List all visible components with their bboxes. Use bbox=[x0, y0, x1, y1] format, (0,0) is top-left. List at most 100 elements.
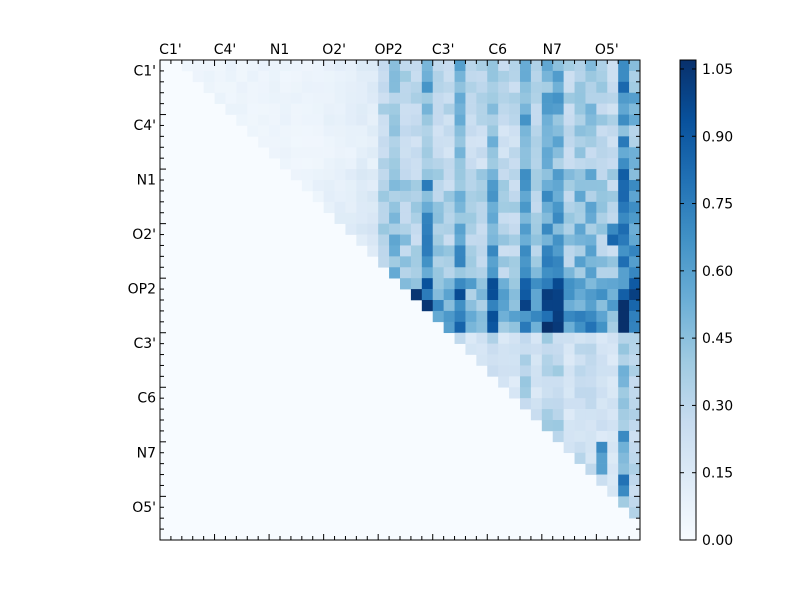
heatmap-cell bbox=[509, 223, 521, 235]
y-tick-label: OP2 bbox=[128, 282, 156, 298]
heatmap-cell bbox=[552, 376, 564, 388]
heatmap-cell bbox=[552, 245, 564, 257]
heatmap-cell bbox=[421, 103, 434, 115]
heatmap-cell bbox=[574, 452, 586, 464]
heatmap-cell bbox=[421, 289, 434, 301]
heatmap-cell bbox=[345, 223, 357, 235]
heatmap-cell bbox=[498, 103, 510, 115]
heatmap-cell bbox=[443, 125, 455, 137]
heatmap-cell bbox=[552, 60, 564, 72]
heatmap-cell bbox=[629, 136, 641, 148]
heatmap-cell bbox=[618, 60, 630, 72]
heatmap-cell bbox=[607, 354, 619, 366]
heatmap-cell bbox=[454, 169, 466, 181]
heatmap-cell bbox=[629, 452, 641, 464]
heatmap-cell bbox=[389, 70, 401, 83]
heatmap-cell bbox=[530, 169, 543, 181]
heatmap-cell bbox=[476, 60, 488, 72]
heatmap-cell bbox=[585, 103, 597, 115]
heatmap-cell bbox=[400, 158, 412, 170]
y-tick-label: C4' bbox=[133, 118, 156, 134]
x-tick-label: C1' bbox=[159, 42, 182, 58]
heatmap-cell bbox=[312, 190, 324, 203]
heatmap-cell bbox=[563, 321, 575, 334]
heatmap-cell bbox=[367, 169, 379, 181]
heatmap-cell bbox=[443, 201, 455, 214]
heatmap-cell bbox=[541, 103, 554, 115]
heatmap-cell bbox=[530, 147, 543, 159]
heatmap-cell bbox=[607, 278, 619, 290]
heatmap-cell bbox=[225, 70, 237, 83]
heatmap-cell bbox=[618, 158, 630, 170]
heatmap-cell bbox=[629, 201, 641, 214]
heatmap-cell bbox=[509, 332, 521, 344]
heatmap-cell bbox=[465, 180, 477, 192]
heatmap-cell bbox=[454, 180, 466, 192]
colorbar-tick-label: 0.75 bbox=[702, 197, 733, 213]
heatmap-cell bbox=[487, 267, 499, 279]
heatmap-cell bbox=[541, 234, 554, 246]
heatmap-cell bbox=[269, 60, 281, 72]
heatmap-cell bbox=[487, 365, 499, 377]
heatmap-cell bbox=[443, 267, 455, 279]
heatmap-cell bbox=[421, 81, 434, 94]
heatmap-cell bbox=[345, 114, 357, 126]
heatmap-cell bbox=[618, 201, 630, 214]
heatmap-cell bbox=[410, 256, 423, 268]
heatmap-cell bbox=[585, 267, 597, 279]
heatmap-cell bbox=[574, 365, 586, 377]
heatmap-cell bbox=[258, 114, 270, 126]
heatmap-cell bbox=[410, 234, 423, 246]
heatmap-cell bbox=[552, 180, 564, 192]
heatmap-cell bbox=[629, 92, 641, 104]
heatmap-cell bbox=[301, 92, 314, 104]
heatmap-cell bbox=[367, 147, 379, 159]
heatmap-cell bbox=[400, 81, 412, 94]
heatmap-cell bbox=[214, 92, 226, 104]
heatmap-cell bbox=[400, 60, 412, 72]
heatmap-cell bbox=[367, 201, 379, 214]
heatmap-cell bbox=[258, 103, 270, 115]
heatmap-cell bbox=[334, 60, 346, 72]
heatmap-cell bbox=[400, 256, 412, 268]
heatmap-cell bbox=[410, 92, 423, 104]
colorbar-tick-label: 0.90 bbox=[702, 129, 733, 145]
heatmap-cell bbox=[596, 376, 608, 388]
heatmap-cell bbox=[389, 103, 401, 115]
heatmap-cell bbox=[334, 180, 346, 192]
heatmap-cell bbox=[541, 267, 554, 279]
heatmap-cell bbox=[629, 332, 641, 344]
heatmap-cell bbox=[476, 212, 488, 224]
heatmap-cell bbox=[410, 201, 423, 214]
heatmap-cell bbox=[389, 201, 401, 214]
heatmap-cell bbox=[618, 212, 630, 224]
heatmap-cell bbox=[629, 245, 641, 257]
heatmap-cell bbox=[541, 278, 554, 290]
heatmap-cell bbox=[509, 289, 521, 301]
heatmap-cell bbox=[443, 92, 455, 104]
heatmap-cell bbox=[487, 92, 499, 104]
heatmap-cell bbox=[530, 234, 543, 246]
heatmap-cell bbox=[487, 212, 499, 224]
y-tick-label: C6 bbox=[137, 391, 156, 407]
heatmap-cell bbox=[563, 169, 575, 181]
heatmap-cell bbox=[432, 92, 444, 104]
heatmap-cell bbox=[509, 147, 521, 159]
heatmap-cell bbox=[618, 147, 630, 159]
heatmap-cell bbox=[629, 60, 641, 72]
heatmap-cell bbox=[465, 158, 477, 170]
heatmap-cell bbox=[585, 343, 597, 355]
heatmap-cell bbox=[410, 125, 423, 137]
heatmap-cell bbox=[203, 60, 215, 72]
heatmap-cell bbox=[541, 147, 554, 159]
heatmap-cell bbox=[585, 354, 597, 366]
heatmap-cell bbox=[618, 485, 630, 497]
heatmap-cell bbox=[607, 365, 619, 377]
heatmap-cell bbox=[585, 169, 597, 181]
heatmap-cell bbox=[432, 201, 444, 214]
heatmap-cell bbox=[530, 223, 543, 235]
heatmap-cell bbox=[629, 485, 641, 497]
heatmap-cell bbox=[530, 245, 543, 257]
heatmap-cell bbox=[367, 60, 379, 72]
heatmap-cell bbox=[378, 256, 390, 268]
